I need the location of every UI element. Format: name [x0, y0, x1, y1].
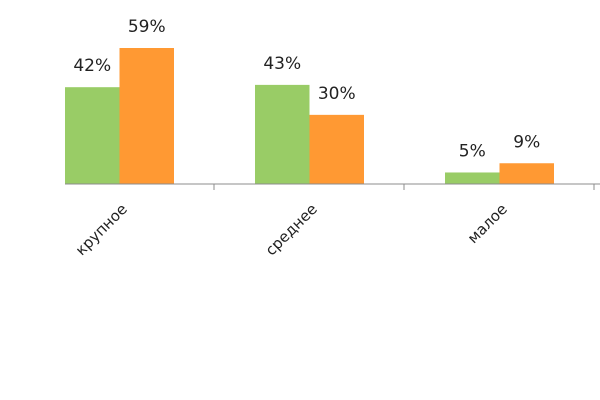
x-tick-label-среднее: среднее: [262, 200, 321, 259]
data-label-малое-series-2: 9%: [513, 132, 540, 152]
data-label-среднее-series-2: 30%: [318, 84, 356, 104]
bar-крупное-series-1: [65, 87, 120, 184]
bar-малое-series-2: [499, 163, 554, 184]
data-label-малое-series-1: 5%: [459, 141, 486, 161]
bar-крупное-series-2: [119, 48, 174, 184]
data-label-крупное-series-1: 42%: [73, 56, 111, 76]
data-label-среднее-series-1: 43%: [263, 54, 301, 74]
bar-малое-series-1: [445, 172, 500, 184]
bars-layer: [65, 48, 554, 184]
x-axis-ticks: [213, 184, 595, 190]
data-label-крупное-series-2: 59%: [128, 17, 166, 37]
bar-среднее-series-1: [255, 84, 310, 184]
x-tick-label-крупное: крупное: [72, 200, 131, 259]
data-labels-layer: 42% 59% 43% 30% 5% 9%: [73, 17, 540, 161]
bar-среднее-series-2: [309, 114, 364, 184]
x-axis-tick-labels: крупноесреднеемалоемикробизнес: [72, 200, 511, 259]
x-tick-label-малое: малое: [464, 200, 511, 247]
